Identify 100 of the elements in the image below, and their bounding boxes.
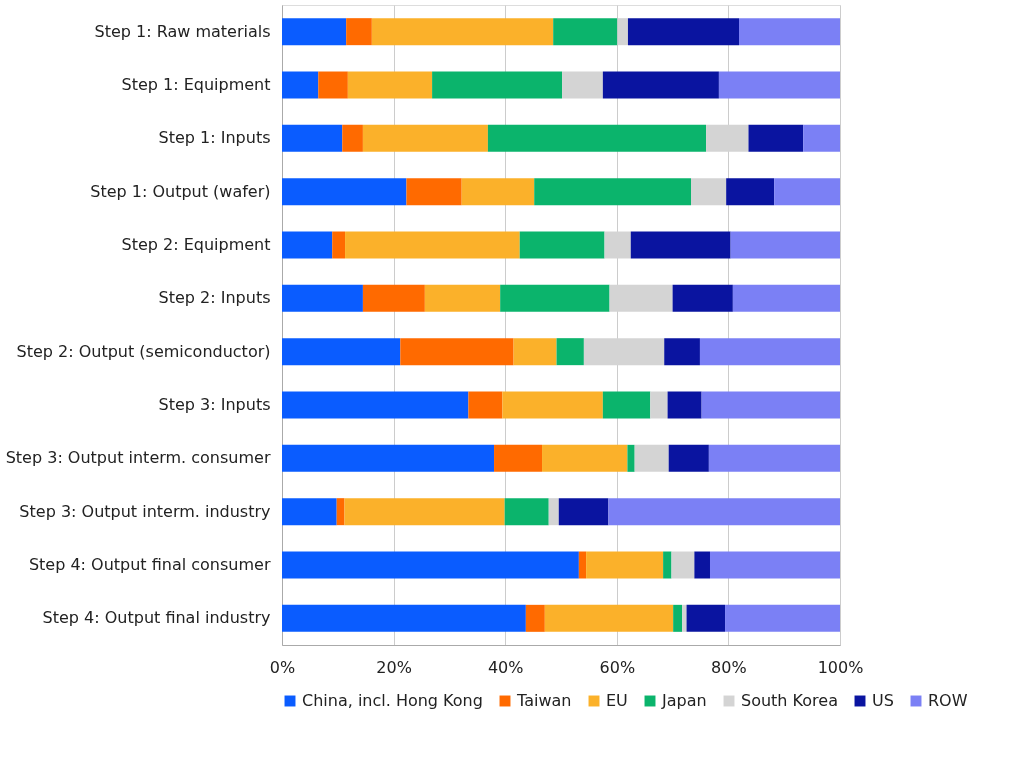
bar (630, 231, 731, 259)
bar (371, 18, 554, 46)
legend-label: China, incl. Hong Kong (302, 691, 483, 710)
y-tick-label: Step 1: Raw materials (94, 21, 271, 41)
legend-label: Taiwan (516, 691, 572, 710)
bar (468, 391, 503, 419)
bar (774, 178, 840, 206)
y-tick-label: Step 1: Inputs (158, 128, 271, 148)
bar (627, 18, 739, 46)
x-tick-label: 40% (487, 657, 524, 677)
y-tick-label: Step 4: Output final consumer (28, 555, 271, 574)
bar (347, 71, 433, 99)
bar (671, 551, 695, 579)
bar (500, 284, 610, 312)
bar (424, 284, 501, 312)
bar (282, 71, 319, 99)
bar (650, 391, 668, 419)
bar (739, 18, 840, 46)
legend-label: South Korea (741, 691, 838, 710)
y-tick-label: Step 3: Output interm. industry (19, 501, 271, 521)
bar (556, 338, 584, 366)
bar (504, 498, 549, 526)
bar (682, 604, 687, 632)
bar (708, 444, 840, 472)
bar (667, 391, 702, 419)
bar (502, 391, 603, 419)
bar (282, 551, 579, 579)
bar (318, 71, 348, 99)
bar (336, 498, 345, 526)
legend-label: EU (606, 691, 628, 710)
bar (542, 444, 628, 472)
y-tick-label: Step 1: Output (wafer) (90, 181, 271, 201)
bar (627, 444, 635, 472)
x-tick-label: 100% (817, 657, 864, 677)
bar (282, 604, 526, 632)
y-tick-label: Step 1: Equipment (121, 75, 271, 94)
bar (282, 338, 401, 366)
bar (282, 18, 347, 46)
bar (558, 498, 609, 526)
bar (718, 71, 840, 99)
bar (282, 124, 343, 152)
bar (586, 551, 664, 579)
bar (602, 391, 651, 419)
y-tick-label: Step 2: Output (semiconductor) (16, 341, 271, 361)
bar (345, 231, 520, 259)
bar (362, 284, 425, 312)
bar (726, 178, 775, 206)
bar (608, 498, 840, 526)
legend-label: Japan (661, 691, 707, 710)
bar (282, 284, 363, 312)
y-tick-label: Step 2: Inputs (158, 288, 271, 308)
bar (725, 604, 840, 632)
bar (362, 124, 488, 152)
bar (672, 284, 733, 312)
x-tick-label: 80% (711, 657, 747, 677)
bar (686, 604, 726, 632)
bar (730, 231, 840, 259)
bar (461, 178, 535, 206)
bar (487, 124, 707, 152)
bar (342, 124, 363, 152)
bar (664, 338, 700, 366)
bar (406, 178, 462, 206)
bar (519, 231, 605, 259)
legend-label: US (872, 691, 894, 710)
y-tick-label: Step 3: Inputs (158, 395, 271, 414)
bar (803, 124, 840, 152)
bar (282, 391, 469, 419)
x-tick-label: 60% (599, 657, 636, 677)
bar (634, 444, 669, 472)
bar (668, 444, 709, 472)
bar (344, 498, 505, 526)
bar (699, 338, 840, 366)
bar (562, 71, 603, 99)
bar (525, 604, 545, 632)
bar (748, 124, 804, 152)
bar (432, 71, 563, 99)
bar (494, 444, 543, 472)
bar (548, 498, 559, 526)
bar (701, 391, 840, 419)
bar (663, 551, 672, 579)
bar (282, 231, 333, 259)
bar (691, 178, 727, 206)
y-tick-label: Step 3: Output interm. consumer (5, 448, 271, 468)
bar (400, 338, 514, 366)
y-tick-label: Step 2: Equipment (121, 235, 271, 254)
bar (709, 551, 840, 579)
bar (346, 18, 372, 46)
bar (553, 18, 618, 46)
x-tick-label: 0% (269, 657, 296, 677)
bar (673, 604, 683, 632)
y-tick-label: Step 4: Output final industry (42, 608, 271, 628)
bar (732, 284, 840, 312)
bar (513, 338, 557, 366)
bar (282, 178, 407, 206)
x-tick-label: 20% (376, 657, 412, 677)
bar (602, 71, 719, 99)
bar (332, 231, 346, 259)
bar (282, 444, 495, 472)
bar (534, 178, 692, 206)
bar (694, 551, 710, 579)
